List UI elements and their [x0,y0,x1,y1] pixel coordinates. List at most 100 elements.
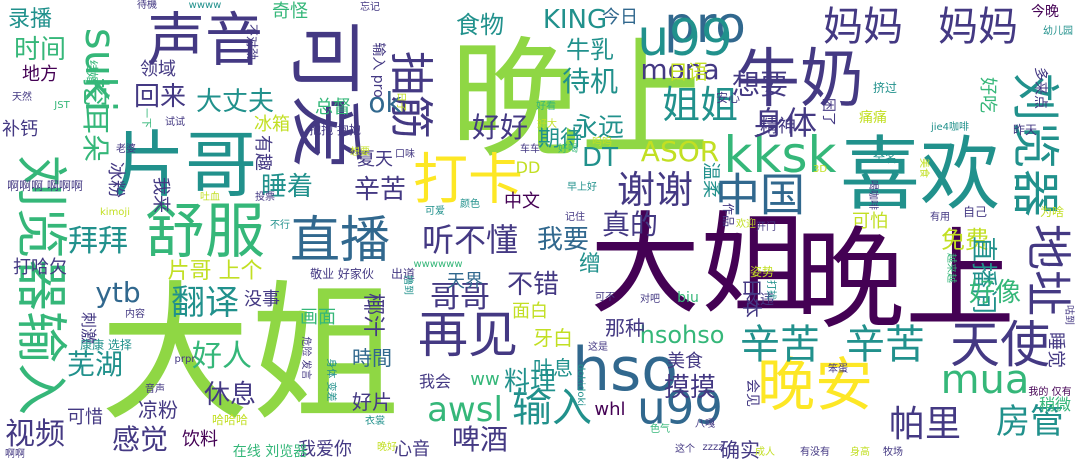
cloud-word: 地址 [1021,224,1075,316]
cloud-word: 痛痛 [859,110,887,126]
cloud-word: 欢迎 [736,219,756,230]
cloud-word: ww [470,369,500,390]
cloud-word: 天界 [447,271,483,292]
cloud-word: 出道 [390,267,416,281]
cloud-word: 身体 变差 [325,358,336,402]
cloud-word: 吐息 [533,356,573,380]
cloud-word: 音声 [145,384,165,395]
cloud-word: 时间 [13,35,67,65]
cloud-word: 椰汁 [360,292,385,338]
cloud-word: 料理 [503,367,557,397]
cloud-word: 不错 [506,270,560,300]
cloud-word: 休息 [203,380,257,410]
cloud-word: 晚好 [377,442,397,453]
cloud-word: 翻译 [171,283,239,323]
cloud-word: 这是 [588,342,608,353]
cloud-word: 晚上 [795,216,1015,344]
cloud-word: 我要 [536,225,590,255]
cloud-word: 待机 [561,65,619,98]
cloud-word: 好像 [968,278,1022,308]
cloud-word: 抱抱 抱抱 [309,123,361,137]
cloud-word: 不行 [270,220,290,231]
cloud-word: 食物 [456,11,504,39]
cloud-word: awsl [427,390,503,430]
cloud-word: 直播 [290,211,390,269]
cloud-word: whl [594,399,626,420]
cloud-word: 缯 [578,252,602,277]
cloud-word: 记住 [565,212,585,223]
cloud-word: 喜欢 [840,128,1000,221]
cloud-word: 一下 [140,108,151,128]
cloud-word: 牙白 [533,326,573,350]
cloud-word: 再见 [418,306,518,364]
cloud-word: dokidoki [575,363,586,407]
cloud-word: 康康 选择 [80,338,132,352]
cloud-word: 温柔 [700,162,721,198]
cloud-word: 呜呜 [592,137,612,148]
cloud-word: 妈妈 [823,4,903,50]
cloud-word: 牧场 [883,447,903,458]
cloud-word: 永远 [571,113,625,143]
cloud-word: 忘记 [360,2,380,13]
cloud-word: 视频 [5,417,65,452]
cloud-word: 打扰 [765,280,776,300]
cloud-word: 真的 [601,208,659,241]
cloud-word: 精神 [760,116,796,137]
cloud-word: 凉粉 [138,398,178,422]
cloud-word: 時間 [352,346,392,370]
cloud-word: 对吧 [640,294,660,305]
cloud-word: 啊啊啊 啊啊啊 [7,179,83,193]
cloud-word: 我的 仅有 [1028,387,1072,398]
cloud-word: ok [368,86,402,119]
cloud-word: 大姐 [590,201,810,329]
cloud-word: jie4咖啡 [930,122,970,133]
cloud-word: 摸摸 [663,373,717,403]
cloud-word: prpr [174,354,196,365]
cloud-word: 妈妈 [938,4,1018,50]
cloud-word: 我来 [150,177,171,213]
cloud-word: 期待 [537,127,583,152]
cloud-word: 日语 [668,60,708,84]
cloud-word: 昨天 [1012,123,1038,137]
cloud-word: 打卡 [412,147,524,212]
cloud-word: 可惜 [67,407,103,428]
cloud-word: 好吃 [977,77,998,113]
cloud-word: 好大 [537,119,557,130]
cloud-word: 舒服 [145,197,265,267]
cloud-word: 夏天 [357,149,393,170]
cloud-word: 打哈欠 [13,257,67,278]
cloud-word: 补钙 [2,119,38,140]
cloud-word: 画面 [300,307,336,328]
cloud-word: 领域 [140,59,176,80]
cloud-word: pro [664,0,746,54]
cloud-word: 好看 [536,101,556,112]
cloud-word: 车车 [520,144,540,155]
cloud-word: 姿势 [749,265,775,279]
cloud-word: u99 [637,9,733,67]
cloud-word: 可不 [595,292,615,303]
cloud-word: mua [940,357,1030,403]
cloud-word: 输入 [512,385,592,431]
cloud-word: 待機 [137,0,157,11]
cloud-word: 牛乳 [566,36,614,64]
cloud-word: 不对劲 [245,23,259,61]
cloud-word: 多来点 [1032,67,1048,109]
cloud-word: 敬业 好家伙 [310,267,374,281]
cloud-word: 投票 [255,192,275,203]
cloud-word: 早上好 [567,182,597,193]
cloud-word: 哥哥 [430,280,490,315]
cloud-word: DD [515,158,541,177]
cloud-word: 辛苦 [740,322,820,368]
cloud-word: 安心 [715,91,741,105]
cloud-word: 好喝 [558,144,578,155]
cloud-word: 撸到 [402,275,413,295]
cloud-word: 想要 [731,68,789,101]
cloud-word: u99 [637,381,723,435]
cloud-word: 片哥 上个 [167,259,263,284]
cloud-word: 我爱你 [298,439,352,460]
cloud-word: 久违 [746,292,774,308]
cloud-word: 越来越 [945,253,956,283]
cloud-word: 大姐 [99,268,401,442]
cloud-word: 今晚 [1031,4,1059,20]
